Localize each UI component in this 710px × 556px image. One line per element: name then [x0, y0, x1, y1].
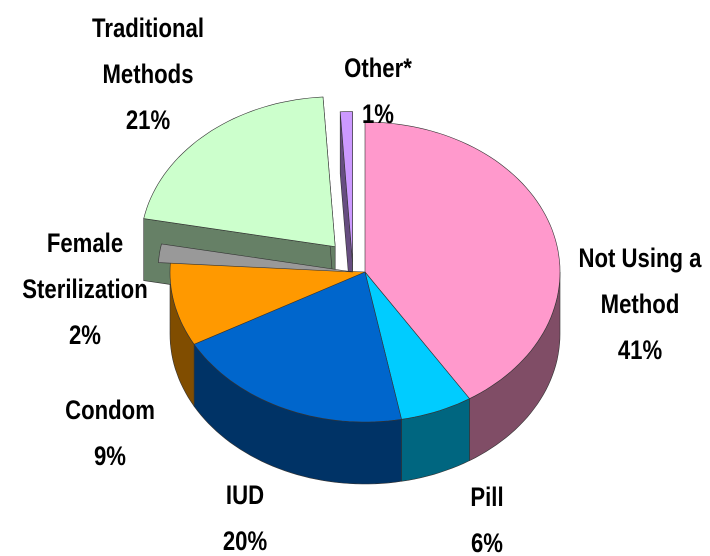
slice-label: Traditional Methods 21%: [66, 5, 230, 143]
slice: [169, 262, 366, 345]
value-label: 21%: [125, 105, 171, 135]
slice: [364, 121, 561, 399]
category-label: Not Using a Method: [578, 243, 702, 319]
slice-label: IUD 20%: [163, 472, 327, 556]
value-label: 1%: [361, 99, 395, 129]
value-label: 2%: [68, 320, 102, 350]
slice-label: Female Sterilization 2%: [0, 220, 171, 358]
category-label: Female Sterilization: [22, 228, 148, 304]
category-label: Traditional Methods: [92, 13, 204, 89]
value-label: 9%: [93, 441, 127, 471]
value-label: 6%: [470, 528, 504, 556]
layer: [143, 96, 561, 423]
slice-label: Other* 1%: [312, 45, 443, 137]
category-label: Other*: [344, 53, 412, 83]
slice: [193, 271, 402, 423]
slice: [339, 111, 353, 262]
category-label: IUD: [225, 480, 265, 510]
value-label: 41%: [617, 335, 663, 365]
slice-label: Pill 6%: [405, 474, 569, 556]
value-label: 20%: [222, 526, 268, 556]
slice-label: Not Using a Method 41%: [558, 235, 710, 373]
slice: [143, 96, 336, 248]
slice: [364, 271, 470, 420]
category-label: Pill: [470, 482, 504, 512]
category-label: Condom: [65, 395, 155, 425]
slice-label: Condom 9%: [28, 387, 192, 479]
slice: [158, 243, 354, 273]
